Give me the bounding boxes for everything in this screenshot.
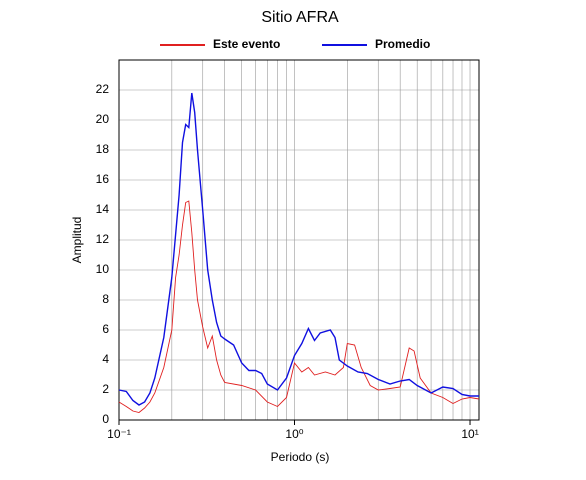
y-tick-label: 20: [96, 112, 110, 126]
y-tick-label: 2: [102, 382, 109, 396]
y-tick-label: 8: [102, 292, 109, 306]
series-line: [118, 200, 480, 413]
x-tick-label: 10⁰: [285, 427, 303, 441]
x-tick-label: 10¹: [461, 427, 478, 441]
y-tick-label: 22: [96, 82, 110, 96]
series-line: [118, 92, 479, 406]
y-tick-label: 10: [96, 262, 110, 276]
y-tick-label: 12: [96, 232, 110, 246]
y-axis-label: Amplitud: [70, 217, 84, 264]
y-tick-label: 18: [96, 142, 110, 156]
x-tick-label: 10⁻¹: [107, 427, 131, 441]
y-tick-label: 4: [102, 352, 109, 366]
legend-label: Este evento: [213, 37, 280, 51]
y-tick-label: 14: [96, 202, 110, 216]
y-tick-label: 6: [102, 322, 109, 336]
legend-label: Promedio: [375, 37, 430, 51]
plot-frame: [118, 59, 480, 421]
y-tick-label: 16: [96, 172, 110, 186]
chart-title: Sitio AFRA: [261, 9, 339, 26]
x-axis-label: Periodo (s): [271, 450, 330, 464]
y-tick-label: 0: [102, 412, 109, 426]
